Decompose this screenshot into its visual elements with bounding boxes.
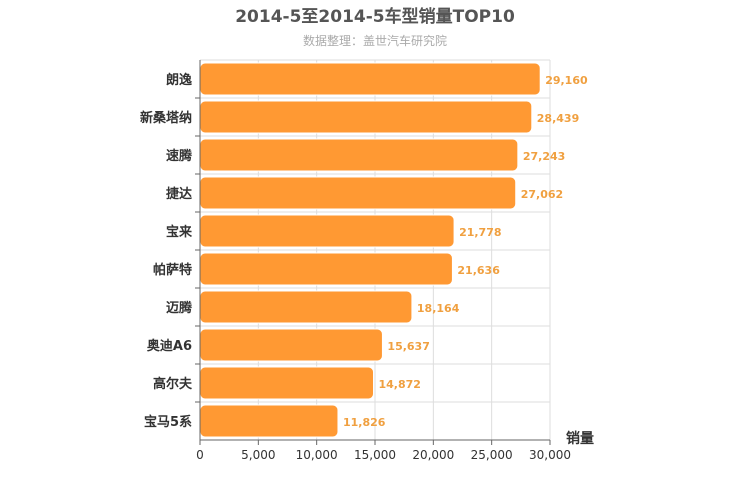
value-labels: 29,160 28,439 27,243 27,062 21,778 21,636 18,1… — [343, 74, 588, 429]
bar — [199, 366, 375, 400]
x-tick-label: 25,000 — [471, 448, 513, 462]
bar — [199, 62, 541, 96]
bar-value-label: 11,826 — [343, 416, 386, 429]
y-category-label: 速腾 — [166, 148, 193, 164]
bar-value-label: 21,636 — [457, 264, 500, 277]
bar-value-label: 15,637 — [387, 340, 429, 353]
bar — [199, 176, 517, 210]
bar-value-label: 27,062 — [521, 188, 563, 201]
x-tick-label: 20,000 — [412, 448, 454, 462]
bar-value-label: 27,243 — [523, 150, 565, 163]
bar-value-label: 29,160 — [545, 74, 588, 87]
x-tick-label: 30,000 — [529, 448, 571, 462]
chart-title: 2014-5至2014-5车型销量TOP10 — [235, 6, 515, 27]
x-axis-title: 销量 — [566, 430, 594, 447]
y-category-label: 奥迪A6 — [147, 338, 192, 354]
y-category-label: 迈腾 — [166, 300, 193, 316]
y-category-label: 新桑塔纳 — [140, 110, 192, 126]
bar — [199, 214, 455, 248]
bar — [199, 100, 533, 134]
bar — [199, 138, 519, 172]
x-tick-label: 0 — [196, 448, 204, 462]
x-tick-label: 10,000 — [296, 448, 338, 462]
y-category-label: 宝来 — [166, 224, 193, 240]
bar-value-label: 21,778 — [459, 226, 501, 239]
chart-subtitle: 数据整理：盖世汽车研究院 — [303, 33, 447, 48]
x-axis-ticks: 0 5,000 10,000 15,000 20,000 25,000 30,000 — [195, 97, 571, 462]
y-category-label: 宝马5系 — [144, 414, 192, 430]
y-category-label: 捷达 — [166, 186, 192, 202]
bar — [199, 328, 383, 362]
y-category-label: 朗逸 — [166, 72, 192, 88]
x-tick-label: 5,000 — [241, 448, 275, 462]
bar — [199, 404, 339, 438]
bar — [199, 252, 453, 286]
bar-value-label: 28,439 — [537, 112, 579, 125]
y-category-label: 高尔夫 — [153, 376, 193, 392]
bar-value-label: 18,164 — [417, 302, 460, 315]
bar-value-label: 14,872 — [379, 378, 421, 391]
bar — [199, 290, 413, 324]
y-category-label: 帕萨特 — [153, 262, 192, 278]
x-tick-label: 15,000 — [354, 448, 396, 462]
